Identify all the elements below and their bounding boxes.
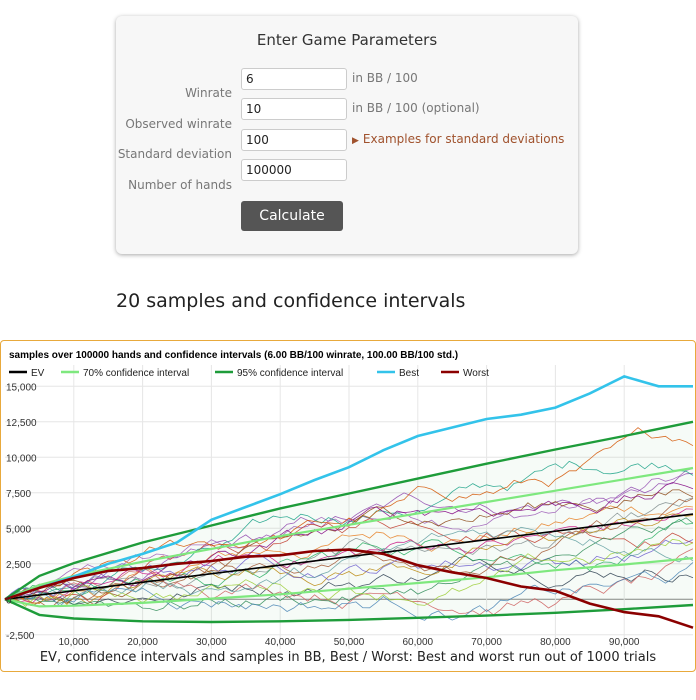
section-heading: 20 samples and confidence intervals <box>116 290 466 312</box>
chart: -2,500 0 2,500 5,000 7,500 10,000 12,500 15,000… <box>4 350 694 649</box>
ci70-lower-line <box>4 557 694 608</box>
winrate-input[interactable] <box>241 68 347 90</box>
y-tick-label: 10,000 <box>6 453 37 464</box>
sample-path <box>4 489 694 600</box>
y-tick-label: 7,500 <box>6 489 31 500</box>
y-tick-label: 0 <box>6 595 12 606</box>
ci95-lower-line <box>4 598 694 624</box>
legend-label: 95% confidence interval <box>237 368 343 379</box>
examples-link[interactable]: ▶ Examples for standard deviations <box>352 132 564 146</box>
x-tick-label: 20,000 <box>127 637 158 648</box>
parameters-card: Enter Game Parameters Winrate in BB / 10… <box>116 16 578 254</box>
legend-label: 70% confidence interval <box>83 368 189 379</box>
y-tick-label: 12,500 <box>6 418 37 429</box>
sample-path <box>4 482 694 600</box>
observed-winrate-input[interactable] <box>241 98 347 120</box>
examples-link-label: Examples for standard deviations <box>362 132 565 146</box>
y-tick-label: 5,000 <box>6 524 31 535</box>
chart-frame: -2,500 0 2,500 5,000 7,500 10,000 12,500 15,000… <box>0 340 696 672</box>
sample-path <box>4 539 694 600</box>
winrate-label: Winrate <box>185 86 232 100</box>
standard-deviation-input[interactable] <box>241 129 347 151</box>
sample-path <box>4 548 694 616</box>
legend-label: Best <box>399 368 419 379</box>
standard-deviation-label: Standard deviation <box>117 147 232 161</box>
x-tick-label: 30,000 <box>196 637 227 648</box>
legend-label: EV <box>31 368 45 379</box>
worst-line <box>4 548 694 629</box>
y-tick-label: 2,500 <box>6 560 31 571</box>
disclosure-triangle-icon: ▶ <box>352 136 359 146</box>
sample-path <box>4 526 694 600</box>
sample-path <box>4 472 694 600</box>
x-tick-label: 60,000 <box>403 637 434 648</box>
calculate-button[interactable]: Calculate <box>241 201 343 231</box>
observed-winrate-label: Observed winrate <box>125 117 232 131</box>
observed-winrate-unit: in BB / 100 (optional) <box>352 101 480 115</box>
chart-title: samples over 100000 hands and confidence… <box>9 350 458 361</box>
x-tick-label: 70,000 <box>471 637 502 648</box>
x-tick-label: 80,000 <box>540 637 571 648</box>
ci95-upper-line <box>4 420 694 601</box>
sample-path <box>4 562 694 621</box>
y-tick-label: 15,000 <box>6 382 37 393</box>
ev-line <box>4 513 694 601</box>
best-line <box>4 375 693 601</box>
number-of-hands-label: Number of hands <box>128 178 232 192</box>
x-tick-label: 40,000 <box>265 637 296 648</box>
number-of-hands-input[interactable] <box>241 159 347 181</box>
x-tick-label: 50,000 <box>334 637 365 648</box>
chart-caption: EV, confidence intervals and samples in … <box>39 650 657 665</box>
x-tick-label: 90,000 <box>609 637 640 648</box>
legend-label: Worst <box>463 368 489 379</box>
y-tick-label: -2,500 <box>6 631 35 642</box>
winrate-unit: in BB / 100 <box>352 71 418 85</box>
x-tick-label: 10,000 <box>59 637 90 648</box>
card-title: Enter Game Parameters <box>256 31 438 49</box>
sample-path <box>4 497 694 602</box>
